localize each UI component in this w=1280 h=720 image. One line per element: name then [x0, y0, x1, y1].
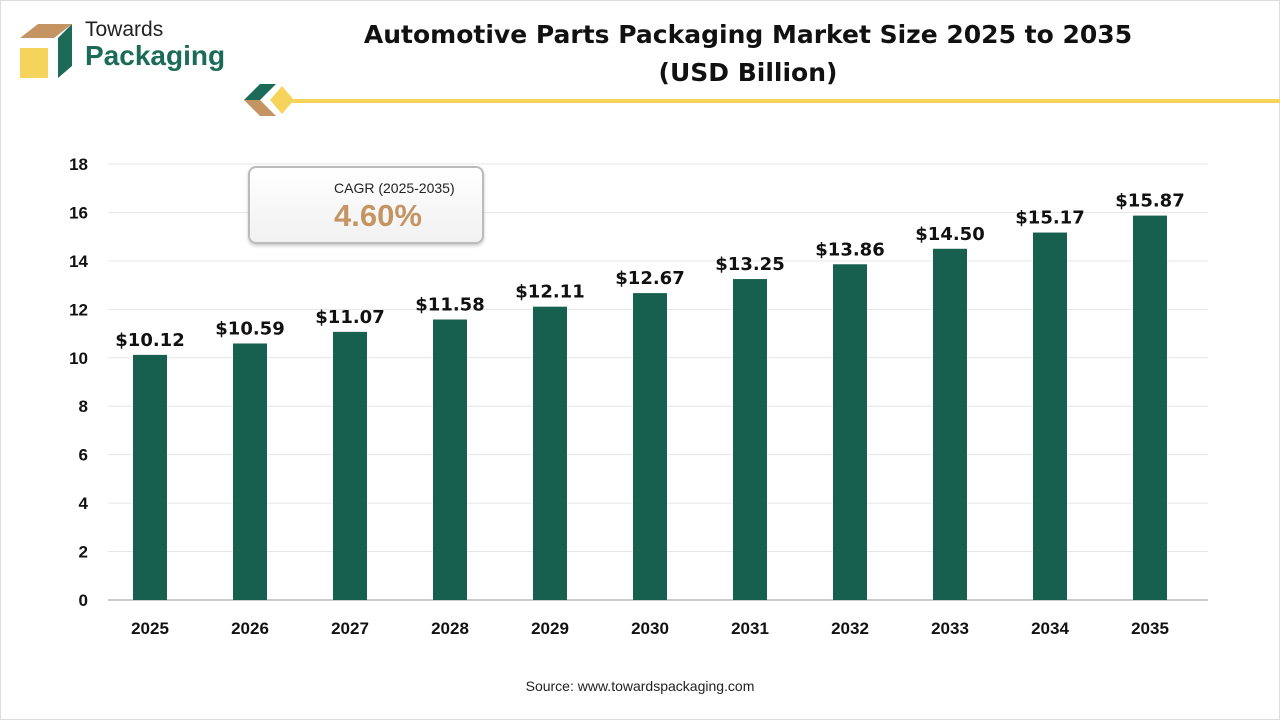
bar-2025	[133, 354, 167, 600]
x-tick-label: 2027	[331, 619, 369, 638]
x-tick-label: 2035	[1131, 619, 1169, 638]
data-label: $12.67	[615, 268, 684, 289]
chart-title-main: Automotive Parts Packaging Market Size 2…	[363, 20, 1133, 49]
bar-2035	[1133, 215, 1167, 601]
data-label: $14.50	[915, 224, 984, 245]
y-tick-label: 16	[69, 203, 88, 222]
bar-2032	[833, 264, 867, 600]
divider-ornament	[244, 84, 1280, 116]
data-label: $11.58	[415, 295, 484, 316]
y-tick-label: 0	[79, 591, 88, 610]
data-label: $10.59	[215, 318, 284, 339]
y-tick-label: 14	[69, 252, 88, 271]
source-note: Source: www.towardspackaging.com	[525, 678, 755, 694]
data-label: $10.12	[115, 330, 184, 351]
x-tick-label: 2030	[631, 619, 669, 638]
bar-2029	[533, 306, 567, 600]
data-label: $13.86	[815, 239, 884, 260]
data-label: $15.17	[1015, 208, 1084, 229]
cagr-box: CAGR (2025-2035) 4.60%	[248, 166, 484, 244]
logo-text-packaging: Packaging	[85, 40, 226, 71]
bar-2031	[733, 279, 767, 600]
x-tick-label: 2034	[1031, 619, 1069, 638]
cagr-value: 4.60%	[334, 198, 422, 233]
x-tick-label: 2032	[831, 619, 869, 638]
y-tick-label: 12	[69, 300, 88, 319]
bar-2033	[933, 248, 967, 600]
cagr-label: CAGR (2025-2035)	[334, 180, 455, 196]
x-tick-label: 2025	[131, 619, 169, 638]
x-tick-label: 2028	[431, 619, 469, 638]
bar-2034	[1033, 232, 1067, 600]
y-tick-label: 2	[79, 543, 88, 562]
y-tick-label: 10	[69, 349, 88, 368]
data-label: $12.11	[515, 282, 584, 303]
bar-2026	[233, 343, 267, 600]
x-tick-label: 2033	[931, 619, 969, 638]
y-tick-label: 4	[79, 494, 89, 513]
logo-text-towards: Towards	[85, 18, 164, 41]
data-label: $11.07	[315, 307, 384, 328]
bar-2030	[633, 293, 667, 600]
y-tick-label: 18	[69, 155, 88, 174]
y-tick-label: 8	[79, 397, 88, 416]
y-tick-label: 6	[79, 446, 88, 465]
chart-title: Automotive Parts Packaging Market Size 2…	[300, 16, 1196, 92]
bar-2028	[433, 319, 467, 600]
x-tick-label: 2026	[231, 619, 269, 638]
chart-subtitle: (USD Billion)	[658, 58, 838, 87]
bar-2027	[333, 331, 367, 600]
data-label: $15.87	[1115, 191, 1184, 212]
x-tick-label: 2029	[531, 619, 569, 638]
logo-mark	[20, 24, 72, 78]
x-tick-label: 2031	[731, 619, 769, 638]
data-label: $13.25	[715, 254, 784, 275]
